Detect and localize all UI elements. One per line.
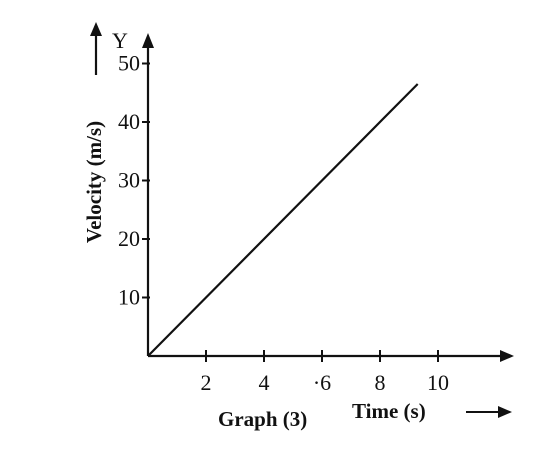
y-tick-label: 10 xyxy=(118,285,140,310)
x-tick-label: 2 xyxy=(201,370,212,395)
y-label-arrow-head xyxy=(90,22,102,36)
x-label-arrow-head xyxy=(498,406,512,418)
y-tick-label: 20 xyxy=(118,226,140,251)
x-axis-title: Time (s) xyxy=(352,399,426,423)
x-tick-label: ·6 xyxy=(313,370,331,395)
graph-caption: Graph (3) xyxy=(218,407,307,431)
y-tick-label: 50 xyxy=(118,51,140,76)
x-tick-label: 4 xyxy=(259,370,270,395)
y-tick-label: 40 xyxy=(118,109,140,134)
y-axis-arrowhead xyxy=(142,33,154,48)
y-tick-label: 30 xyxy=(118,168,140,193)
series-line xyxy=(147,83,419,357)
x-tick-label: 10 xyxy=(427,370,449,395)
y-axis-title: Velocity (m/s) xyxy=(82,121,106,243)
y-axis-letter: Y xyxy=(112,28,128,53)
x-tick-label: 8 xyxy=(375,370,386,395)
x-axis-arrowhead xyxy=(500,350,514,362)
